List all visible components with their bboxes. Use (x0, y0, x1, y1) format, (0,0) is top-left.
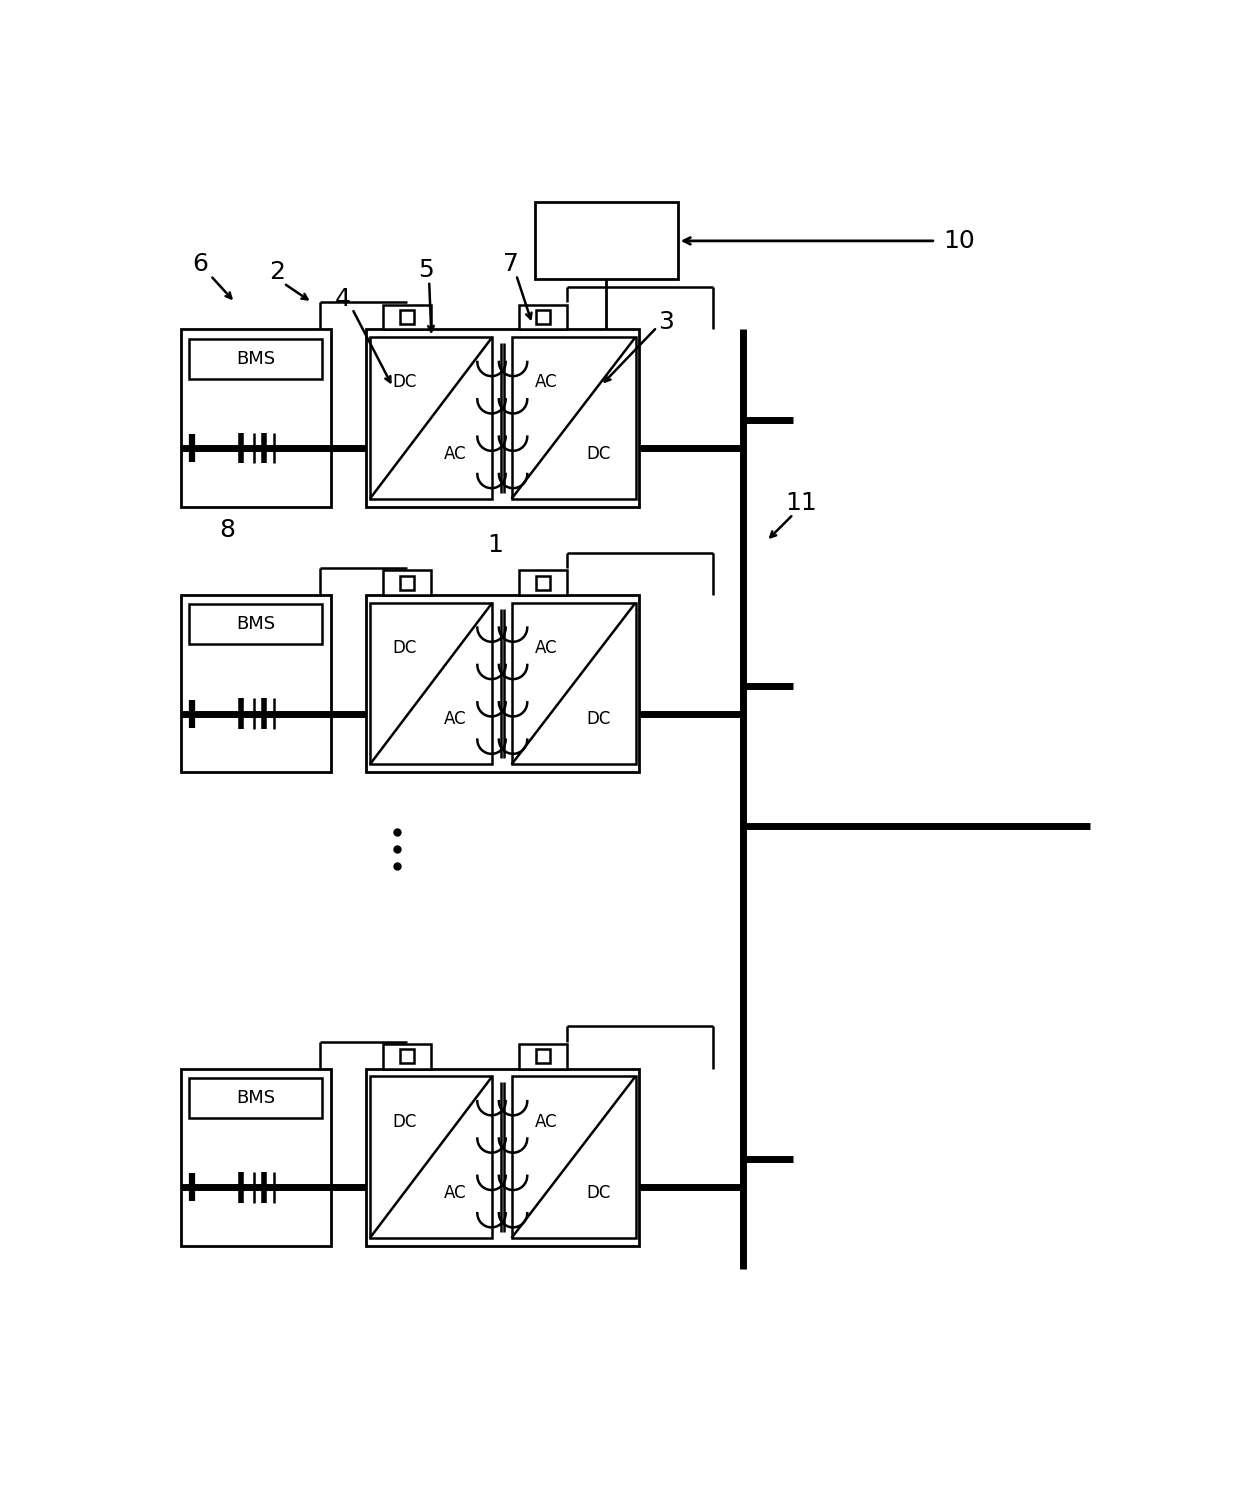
Text: 6: 6 (192, 252, 208, 276)
Text: BMS: BMS (236, 350, 275, 368)
Text: DC: DC (392, 374, 417, 391)
Bar (536, 311, 551, 324)
Bar (181, 1068, 331, 1246)
Text: AC: AC (444, 445, 467, 463)
Bar (181, 330, 331, 506)
Text: AC: AC (444, 710, 467, 728)
Bar (383, 571, 430, 595)
Bar (366, 330, 640, 506)
Bar (188, 604, 322, 644)
Text: 7: 7 (503, 252, 518, 276)
Bar (536, 1049, 551, 1064)
Text: 11: 11 (785, 490, 817, 514)
Text: 2: 2 (269, 260, 285, 284)
Text: AC: AC (444, 1183, 467, 1201)
Bar (536, 575, 551, 590)
Text: DC: DC (587, 710, 610, 728)
Text: AC: AC (534, 1113, 558, 1131)
Bar (512, 1076, 635, 1239)
Bar (370, 338, 492, 499)
Bar (520, 1044, 567, 1068)
Bar (383, 1044, 430, 1068)
Text: AC: AC (534, 639, 558, 657)
Text: 8: 8 (219, 517, 236, 542)
Text: BMS: BMS (236, 616, 275, 633)
Bar (536, 202, 678, 279)
Text: 1: 1 (487, 533, 503, 557)
Bar (399, 311, 414, 324)
Bar (399, 1049, 414, 1064)
Text: 5: 5 (418, 258, 434, 282)
Bar (512, 602, 635, 765)
Bar (188, 339, 322, 378)
Text: 4: 4 (335, 287, 351, 311)
Bar (520, 571, 567, 595)
Bar (366, 595, 640, 772)
Bar (370, 602, 492, 765)
Bar (383, 305, 430, 330)
Text: DC: DC (587, 1183, 610, 1201)
Bar (366, 1068, 640, 1246)
Text: 3: 3 (658, 309, 675, 333)
Text: DC: DC (392, 639, 417, 657)
Bar (520, 305, 567, 330)
Bar (181, 595, 331, 772)
Text: DC: DC (587, 445, 610, 463)
Bar (399, 575, 414, 590)
Bar (512, 338, 635, 499)
Text: 10: 10 (944, 229, 975, 252)
Text: AC: AC (534, 374, 558, 391)
Text: DC: DC (392, 1113, 417, 1131)
Text: BMS: BMS (236, 1089, 275, 1107)
Bar (188, 1077, 322, 1118)
Bar (370, 1076, 492, 1239)
